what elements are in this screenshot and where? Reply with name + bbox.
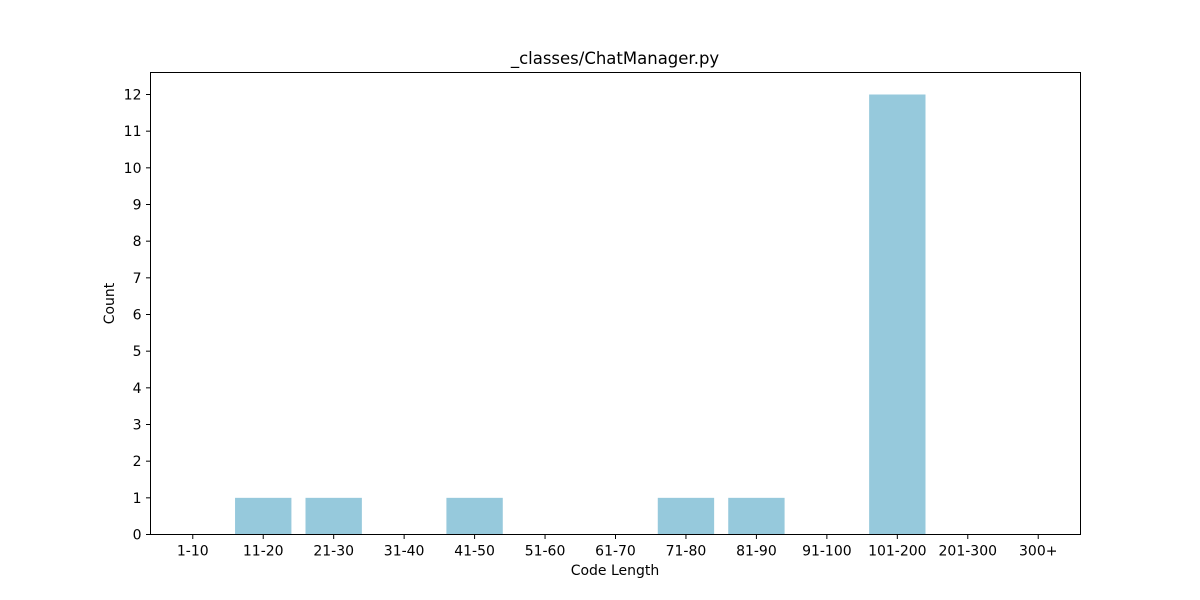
- bar-71-80: [657, 497, 715, 535]
- y-tick-label: 6: [133, 308, 142, 324]
- plot-frame: [150, 72, 1081, 535]
- x-tick-label: 31-40: [384, 544, 425, 560]
- y-tick-label: 11: [124, 124, 142, 140]
- x-tick-label: 91-100: [802, 544, 852, 560]
- y-tick-label: 9: [133, 198, 142, 214]
- x-tick-label: 11-20: [243, 544, 284, 560]
- y-axis-label: Count: [102, 282, 118, 324]
- x-tick-label: 1-10: [177, 544, 209, 560]
- bar-21-30: [305, 497, 362, 535]
- x-axis: 1-10 11-20 21-30 31-40 41-50 51-60 61-70 71-80 8…: [177, 534, 1057, 560]
- y-tick-label: 2: [133, 454, 142, 470]
- y-tick-label: 1: [133, 491, 142, 507]
- y-tick-label: 7: [133, 271, 142, 287]
- x-tick-label: 21-30: [313, 544, 354, 560]
- y-tick-label: 12: [124, 88, 142, 104]
- y-tick-label: 0: [133, 528, 142, 544]
- x-tick-label: 61-70: [595, 544, 636, 560]
- x-tick-label: 101-200: [868, 544, 927, 560]
- y-tick-label: 10: [124, 161, 142, 177]
- bar-101-200: [869, 94, 926, 535]
- bars-layer: [235, 94, 926, 535]
- bar-81-90: [728, 497, 785, 535]
- x-tick-label: 51-60: [525, 544, 566, 560]
- x-tick-label: 201-300: [939, 544, 998, 560]
- x-tick-label: 300+: [1019, 544, 1057, 560]
- y-tick-label: 4: [133, 381, 142, 397]
- y-tick-label: 8: [133, 234, 142, 250]
- bar-41-50: [446, 497, 503, 535]
- x-tick-label: 81-90: [736, 544, 777, 560]
- x-tick-label: 41-50: [454, 544, 495, 560]
- chart-title: _classes/ChatManager.py: [510, 49, 720, 69]
- y-tick-label: 5: [133, 344, 142, 360]
- x-axis-label: Code Length: [571, 563, 660, 579]
- y-tick-label: 3: [133, 418, 142, 434]
- bar-11-20: [235, 497, 292, 535]
- x-tick-label: 71-80: [666, 544, 707, 560]
